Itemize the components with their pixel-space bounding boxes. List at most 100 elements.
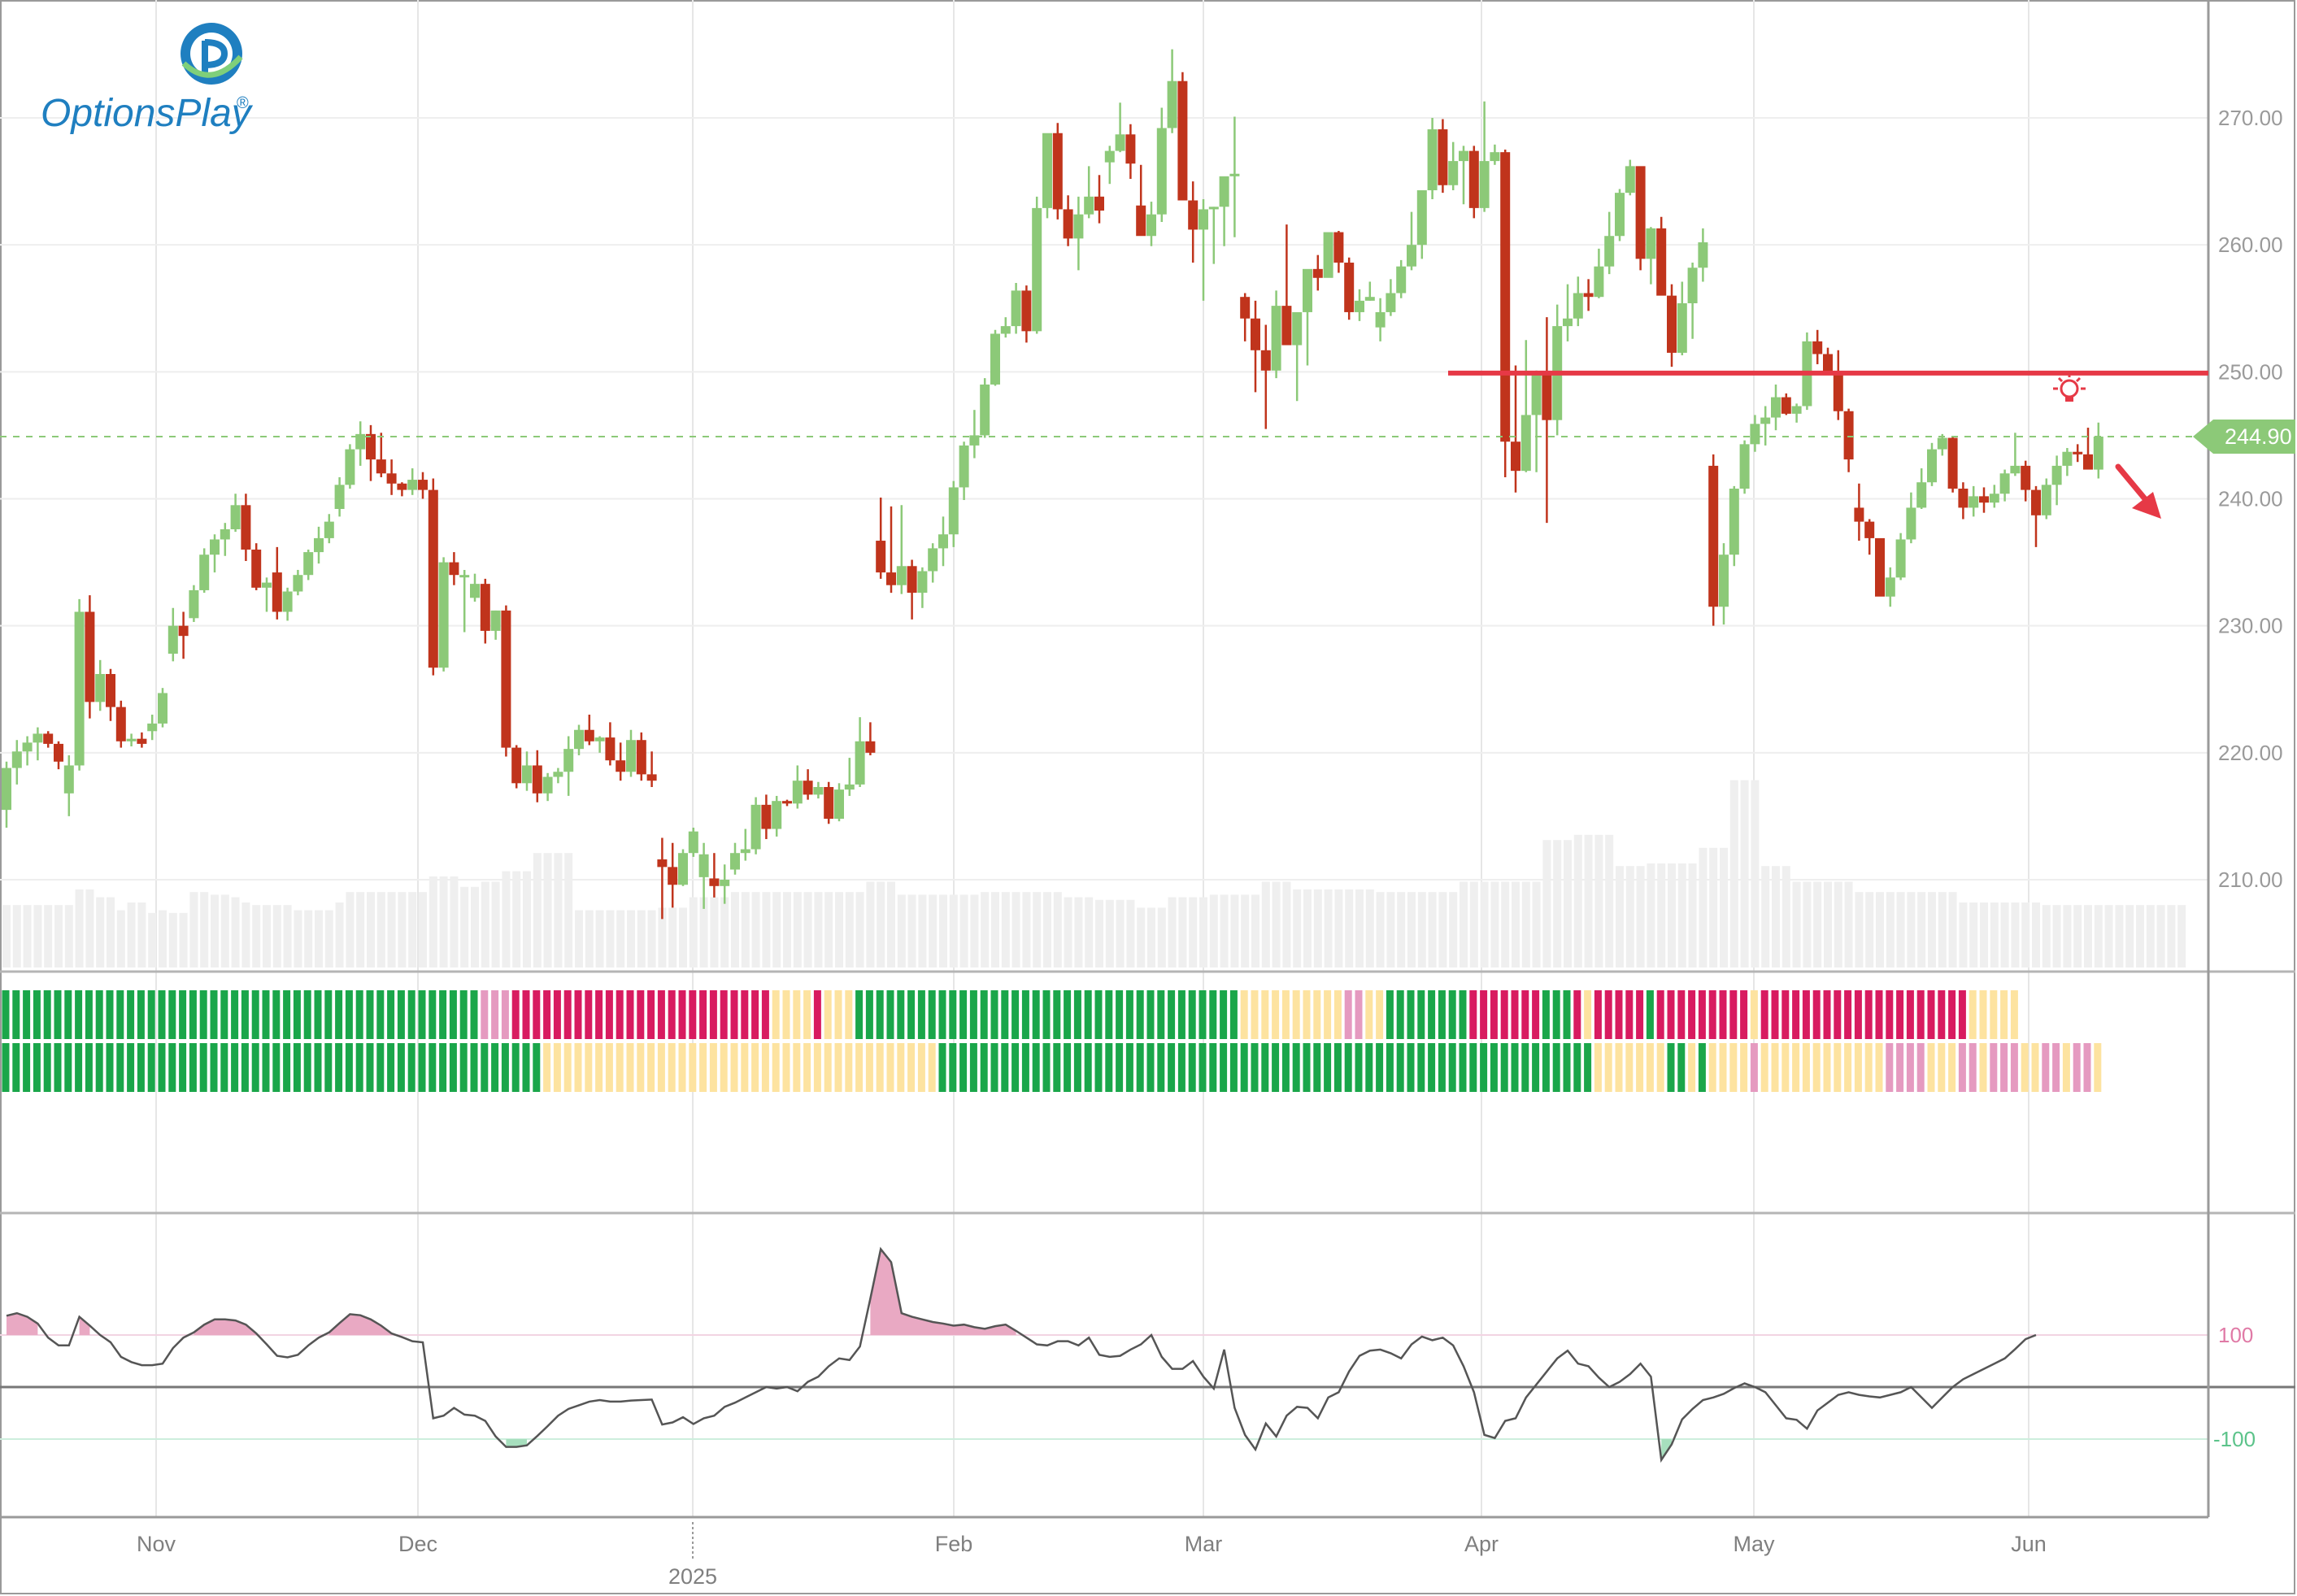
candle-body[interactable] (262, 582, 272, 588)
candle-body[interactable] (324, 521, 334, 538)
candle-body[interactable] (95, 674, 106, 702)
candle-body[interactable] (990, 333, 1000, 385)
candle-body[interactable] (407, 480, 418, 490)
candle-body[interactable] (167, 625, 178, 654)
candle-body[interactable] (616, 760, 626, 772)
candle-body[interactable] (1333, 232, 1344, 263)
candle-body[interactable] (1823, 354, 1833, 372)
candle-body[interactable] (1271, 306, 1281, 371)
candle-body[interactable] (1479, 161, 1490, 208)
candlesticks[interactable] (2, 49, 2103, 920)
candle-body[interactable] (1407, 245, 1416, 267)
candle-body[interactable] (1520, 415, 1531, 472)
candle-body[interactable] (1355, 300, 1364, 312)
candle-body[interactable] (355, 433, 366, 450)
candle-body[interactable] (1875, 537, 1885, 597)
candle-body[interactable] (876, 541, 886, 573)
candle-body[interactable] (1312, 268, 1323, 278)
candle-body[interactable] (646, 774, 657, 781)
candle-body[interactable] (1615, 193, 1625, 237)
candle-body[interactable] (1146, 214, 1156, 237)
candle-body[interactable] (1021, 290, 1032, 332)
candle-body[interactable] (1635, 166, 1646, 259)
candle-body[interactable] (251, 549, 262, 588)
candle-body[interactable] (1240, 297, 1251, 319)
candle-body[interactable] (636, 740, 646, 775)
candle-body[interactable] (917, 571, 928, 594)
candle-body[interactable] (1833, 372, 1843, 411)
candle-body[interactable] (115, 707, 126, 741)
candle-body[interactable] (1677, 303, 1687, 353)
candle-body[interactable] (438, 562, 449, 668)
candle-body[interactable] (366, 433, 376, 460)
candle-body[interactable] (1781, 397, 1791, 414)
candle-body[interactable] (2073, 451, 2083, 454)
candle-body[interactable] (532, 765, 542, 794)
candle-body[interactable] (282, 591, 293, 612)
candle-body[interactable] (241, 505, 251, 550)
candle-body[interactable] (750, 804, 761, 850)
candle-body[interactable] (1386, 293, 1396, 312)
candle-body[interactable] (1073, 214, 1084, 239)
candle-body[interactable] (2083, 454, 2093, 470)
candle-body[interactable] (106, 674, 115, 707)
candle-body[interactable] (63, 765, 74, 794)
candle-body[interactable] (1156, 128, 1167, 215)
candle-body[interactable] (1490, 152, 1500, 162)
candle-body[interactable] (1864, 521, 1875, 538)
candle-body[interactable] (386, 473, 397, 484)
candle-body[interactable] (1625, 166, 1635, 194)
candle-body[interactable] (1969, 496, 1979, 508)
candle-body[interactable] (1885, 577, 1895, 597)
candle-body[interactable] (1468, 150, 1479, 208)
candle-body[interactable] (1843, 411, 1854, 460)
candle-body[interactable] (1032, 207, 1042, 332)
candle-body[interactable] (698, 854, 709, 877)
candle-body[interactable] (1042, 133, 1052, 208)
candle-body[interactable] (1511, 441, 1520, 472)
candle-body[interactable] (605, 737, 616, 761)
candle-body[interactable] (1063, 209, 1073, 239)
candle-body[interactable] (2, 768, 11, 811)
candle-body[interactable] (938, 534, 948, 549)
candle-body[interactable] (834, 789, 844, 820)
candle-body[interactable] (1438, 129, 1448, 185)
candle-body[interactable] (428, 489, 438, 668)
candle-body[interactable] (1292, 311, 1303, 346)
candle-body[interactable] (1084, 196, 1094, 215)
candle-body[interactable] (1698, 242, 1708, 268)
candle-body[interactable] (334, 485, 345, 509)
candle-body[interactable] (886, 572, 896, 585)
candle-body[interactable] (459, 575, 470, 578)
candle-body[interactable] (1427, 129, 1438, 191)
candle-body[interactable] (2010, 465, 2021, 474)
candle-body[interactable] (2051, 465, 2062, 485)
candle-body[interactable] (1979, 496, 1989, 503)
candle-body[interactable] (397, 483, 407, 490)
candle-body[interactable] (824, 786, 834, 820)
candle-body[interactable] (678, 853, 688, 885)
candle-body[interactable] (761, 804, 772, 829)
candle-body[interactable] (855, 741, 865, 785)
candle-body[interactable] (1136, 205, 1146, 237)
candle-body[interactable] (948, 487, 959, 535)
candle-body[interactable] (626, 740, 636, 772)
candle-body[interactable] (1573, 293, 1583, 319)
candle-body[interactable] (54, 743, 63, 762)
candle-body[interactable] (1739, 444, 1750, 489)
candle-body[interactable] (1687, 267, 1698, 304)
candle-body[interactable] (1177, 80, 1188, 201)
candle-body[interactable] (1729, 489, 1739, 555)
candle-body[interactable] (1459, 150, 1468, 162)
lightbulb-icon[interactable] (2053, 372, 2086, 402)
candle-body[interactable] (1812, 341, 1823, 354)
candle-body[interactable] (345, 449, 355, 485)
candle-body[interactable] (1011, 290, 1021, 327)
candle-body[interactable] (1927, 449, 1937, 483)
candle-body[interactable] (740, 849, 750, 854)
candle-body[interactable] (220, 528, 230, 540)
candle-body[interactable] (907, 566, 917, 594)
candle-body[interactable] (896, 566, 907, 585)
candle-body[interactable] (85, 611, 95, 702)
candle-body[interactable] (1251, 318, 1260, 350)
